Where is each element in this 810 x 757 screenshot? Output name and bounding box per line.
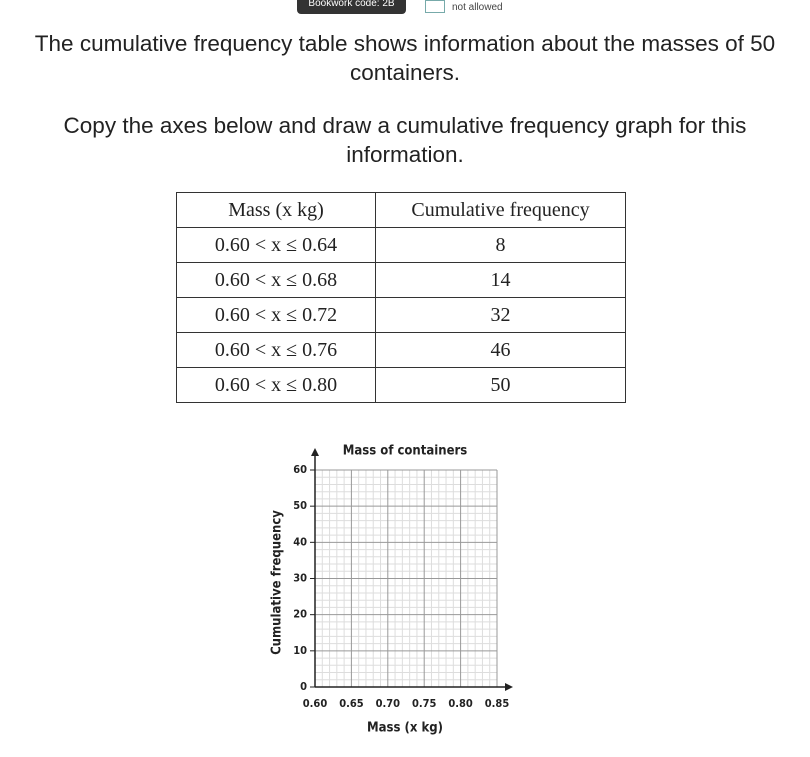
question-text: Copy the axes below and draw a cumulativ…	[63, 113, 747, 167]
y-tick-label: 50	[293, 499, 307, 512]
table-cell: 8	[375, 227, 626, 263]
table-cell: 14	[375, 262, 626, 298]
x-tick-label: 0.65	[339, 697, 364, 710]
x-tick-label: 0.80	[448, 697, 473, 710]
y-axis-arrow	[311, 448, 319, 456]
table-row: 0.60 < x ≤ 0.72 32	[176, 297, 626, 333]
table-cell: 0.60 < x ≤ 0.80	[176, 367, 376, 403]
x-axis-label: Mass (x kg)	[367, 721, 443, 736]
table-row: 0.60 < x ≤ 0.76 46	[176, 332, 626, 368]
table-cell: 0.60 < x ≤ 0.72	[176, 297, 376, 333]
bookwork-code: Bookwork code: 2B	[297, 0, 406, 14]
table-row: 0.60 < x ≤ 0.80 50	[176, 367, 626, 403]
chart: 0.60 0.65 0.70 0.75 0.80 0.85 0 10 20 30 40 50 60 Mas…	[270, 444, 513, 736]
table-row: 0.60 < x ≤ 0.68 14	[176, 262, 626, 298]
frequency-table: Mass (x kg) Cumulative frequency 0.60 < …	[176, 192, 626, 403]
y-tick-label: 0	[300, 680, 307, 693]
table-cell: 0.60 < x ≤ 0.64	[176, 227, 376, 263]
y-tick-label: 20	[293, 608, 307, 621]
x-tick-label: 0.85	[485, 697, 510, 710]
x-tick-label: 0.60	[303, 697, 328, 710]
table-cell: 32	[375, 297, 626, 333]
header-row: Mass (x kg) Cumulative frequency	[176, 192, 626, 228]
chart-title: Mass of containers	[343, 444, 468, 459]
y-tick-label: 40	[293, 535, 307, 548]
table-row: 0.60 < x ≤ 0.64 8	[176, 227, 626, 263]
table-cell: 0.60 < x ≤ 0.76	[176, 332, 376, 368]
y-tick-label: 60	[293, 463, 307, 476]
table-cell: 0.60 < x ≤ 0.68	[176, 262, 376, 298]
x-axis-arrow	[505, 683, 513, 691]
header-cell: Cumulative frequency	[375, 192, 626, 228]
calculator-status: not allowed	[452, 2, 503, 13]
y-axis-label: Cumulative frequency	[270, 510, 285, 655]
header-cell: Mass (x kg)	[176, 192, 376, 228]
x-tick-label: 0.70	[376, 697, 401, 710]
calculator-icon	[425, 0, 445, 13]
question-text: The cumulative frequency table shows inf…	[34, 31, 776, 85]
table-cell: 46	[375, 332, 626, 368]
y-tick-label: 10	[293, 644, 307, 657]
table-cell: 50	[375, 367, 626, 403]
x-tick-label: 0.75	[412, 697, 437, 710]
y-tick-label: 30	[293, 572, 307, 585]
